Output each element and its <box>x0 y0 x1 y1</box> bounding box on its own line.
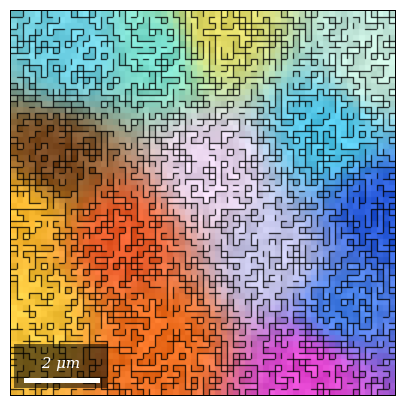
orientation-map <box>10 10 396 396</box>
scale-bar-label: 2 μm <box>41 354 81 372</box>
scale-bar <box>24 378 100 383</box>
grain-map-canvas <box>11 11 395 395</box>
